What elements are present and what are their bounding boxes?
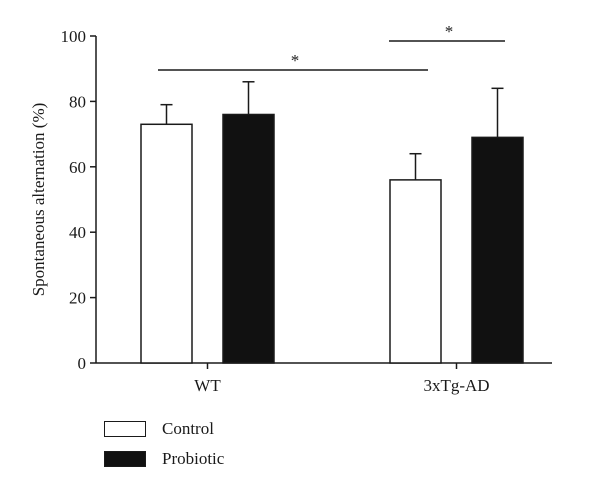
legend-label-control: Control (162, 419, 214, 438)
x-tick-label: 3xTg-AD (423, 376, 489, 395)
significance-wt-vs-3xtg-star: * (291, 51, 300, 70)
legend-item-control: Control (104, 418, 224, 440)
bar-control-wt (140, 123, 193, 364)
legend-swatch-control (104, 421, 146, 437)
y-tick-label: 80 (69, 92, 86, 111)
legend-item-probiotic: Probiotic (104, 448, 224, 470)
chart-bars (140, 113, 524, 364)
legend-swatch-probiotic (104, 451, 146, 467)
significance-markers: ** (158, 22, 505, 71)
legend-label-probiotic: Probiotic (162, 449, 225, 468)
y-tick-label: 20 (69, 289, 86, 308)
chart-axes: 0 20 40 60 80 100 Spontaneous alternation (%) W… (29, 27, 552, 395)
y-tick-label: 60 (69, 158, 86, 177)
significance-control-vs-probiotic-star: * (445, 22, 454, 41)
bar-probiotic-wt (222, 113, 275, 364)
bar-control-3xtg-ad (389, 179, 442, 364)
y-tick-label: 40 (69, 223, 86, 242)
chart-error-bars (160, 81, 504, 180)
y-tick-label: 100 (61, 27, 87, 46)
x-tick-label: WT (194, 376, 221, 395)
bar-probiotic-3xtg-ad (471, 136, 524, 364)
y-axis-label: Spontaneous alternation (%) (29, 103, 48, 297)
y-tick-label: 0 (78, 354, 87, 373)
chart-legend: Control Probiotic (104, 418, 224, 478)
